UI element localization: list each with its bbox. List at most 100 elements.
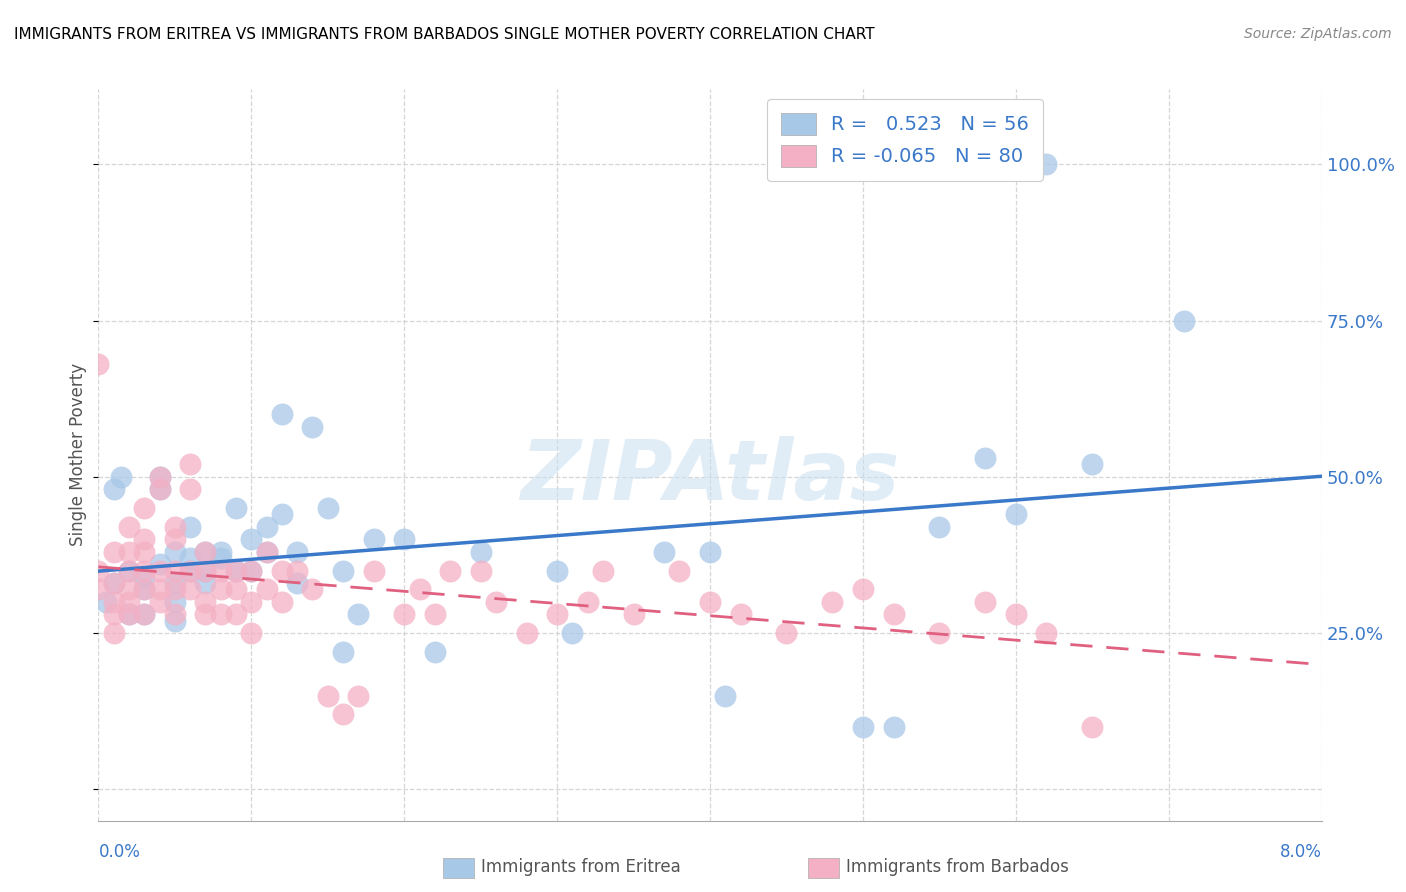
Point (179, 483, 201, 497)
Point (134, 607, 156, 622)
Point (392, 533, 416, 547)
Point (103, 576, 125, 591)
Point (118, 564, 141, 578)
Point (316, 689, 339, 703)
Point (134, 582, 156, 597)
Point (1081, 720, 1104, 734)
Text: 8.0%: 8.0% (1279, 843, 1322, 861)
Point (194, 545, 217, 559)
Point (270, 508, 294, 522)
Point (240, 564, 263, 578)
Point (592, 564, 614, 578)
Text: 0.0%: 0.0% (98, 843, 141, 861)
Point (363, 533, 385, 547)
Point (149, 470, 172, 484)
Point (576, 595, 599, 609)
Point (316, 501, 339, 516)
Point (256, 520, 278, 534)
Point (775, 626, 797, 640)
Point (485, 595, 508, 609)
Point (714, 689, 737, 703)
Point (332, 564, 354, 578)
Point (118, 582, 141, 597)
Point (163, 564, 186, 578)
Point (256, 582, 278, 597)
Point (392, 607, 416, 622)
Point (118, 607, 141, 622)
Point (561, 626, 583, 640)
Point (149, 582, 172, 597)
Point (285, 545, 308, 559)
Point (103, 483, 125, 497)
Point (883, 720, 905, 734)
Point (103, 576, 125, 591)
Point (118, 595, 141, 609)
Point (103, 626, 125, 640)
Point (163, 614, 186, 628)
Point (285, 576, 308, 591)
Point (928, 520, 950, 534)
Point (546, 564, 568, 578)
Point (408, 582, 430, 597)
Point (270, 407, 294, 421)
Y-axis label: Single Mother Poverty: Single Mother Poverty (69, 363, 87, 547)
Point (225, 501, 247, 516)
Point (179, 564, 201, 578)
Point (163, 533, 186, 547)
Point (347, 689, 370, 703)
Point (363, 564, 385, 578)
Point (134, 533, 156, 547)
Point (852, 720, 875, 734)
Text: ZIPAtlas: ZIPAtlas (520, 436, 900, 517)
Point (423, 607, 446, 622)
Point (194, 564, 217, 578)
Point (470, 545, 492, 559)
Point (240, 564, 263, 578)
Point (225, 607, 247, 622)
Point (347, 607, 370, 622)
Point (194, 545, 217, 559)
Point (194, 564, 217, 578)
Legend: R =   0.523   N = 56, R = -0.065   N = 80: R = 0.523 N = 56, R = -0.065 N = 80 (768, 99, 1043, 181)
Point (699, 545, 721, 559)
Point (149, 558, 172, 572)
Point (118, 545, 141, 559)
Point (974, 595, 997, 609)
Point (163, 607, 186, 622)
Point (209, 545, 232, 559)
Point (256, 545, 278, 559)
Point (179, 551, 201, 566)
Point (179, 564, 201, 578)
Point (730, 607, 752, 622)
Point (240, 626, 263, 640)
Point (87, 582, 110, 597)
Point (134, 607, 156, 622)
Point (1004, 607, 1026, 622)
Point (163, 545, 186, 559)
Point (301, 582, 323, 597)
Point (118, 520, 141, 534)
Text: IMMIGRANTS FROM ERITREA VS IMMIGRANTS FROM BARBADOS SINGLE MOTHER POVERTY CORREL: IMMIGRANTS FROM ERITREA VS IMMIGRANTS FR… (14, 27, 875, 42)
Point (240, 533, 263, 547)
Point (623, 607, 645, 622)
Point (94, 595, 117, 609)
Point (270, 595, 294, 609)
Text: Source: ZipAtlas.com: Source: ZipAtlas.com (1244, 27, 1392, 41)
Point (194, 607, 217, 622)
Point (225, 564, 247, 578)
Point (134, 570, 156, 584)
Point (163, 595, 186, 609)
Point (134, 582, 156, 597)
Point (209, 551, 232, 566)
Point (225, 564, 247, 578)
Point (134, 501, 156, 516)
Point (103, 607, 125, 622)
Point (179, 582, 201, 597)
Point (110, 470, 132, 484)
Point (209, 582, 232, 597)
Point (209, 607, 232, 622)
Point (179, 458, 201, 472)
Point (470, 564, 492, 578)
Text: Immigrants from Barbados: Immigrants from Barbados (846, 858, 1070, 876)
Point (270, 564, 294, 578)
